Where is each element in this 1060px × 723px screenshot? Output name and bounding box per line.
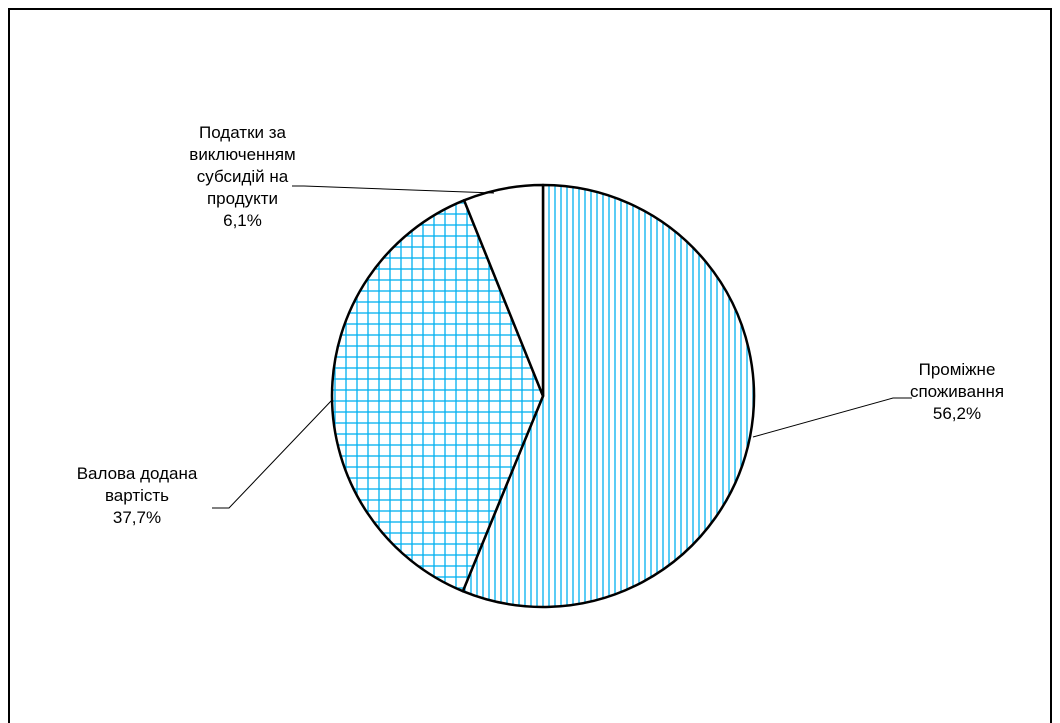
slice-label-line: споживання: [909, 382, 1005, 401]
slice-label-line: виключенням: [189, 145, 296, 164]
chart-frame: [8, 8, 1052, 723]
slice-label-line: вартість: [104, 486, 170, 505]
slice-value-label: 56,2%: [932, 404, 982, 423]
slice-label-line: субсидій на: [196, 167, 289, 186]
pie-slice-1: [461, 183, 756, 609]
slice-label-3: Податки за виключенням субсидій на продукти…: [160, 122, 325, 232]
slice-label-line: продукти: [206, 189, 279, 208]
slice-label-line: Валова додана: [76, 464, 198, 483]
slice-label-1: Проміжне споживання 56,2%: [892, 359, 1022, 425]
pie-slice-2: [330, 199, 545, 593]
slice-value-label: 6,1%: [223, 211, 262, 230]
slice-label-line: Проміжне: [918, 360, 996, 379]
leader-line-3: [292, 185, 495, 194]
slice-label-2: Валова додана вартість 37,7%: [22, 463, 252, 529]
slice-label-line: Податки за: [199, 123, 286, 142]
leader-line-1: [752, 397, 912, 438]
slice-value-label: 37,7%: [112, 508, 162, 527]
pie-slice-3: [462, 183, 545, 398]
leader-line-2: [212, 399, 333, 509]
